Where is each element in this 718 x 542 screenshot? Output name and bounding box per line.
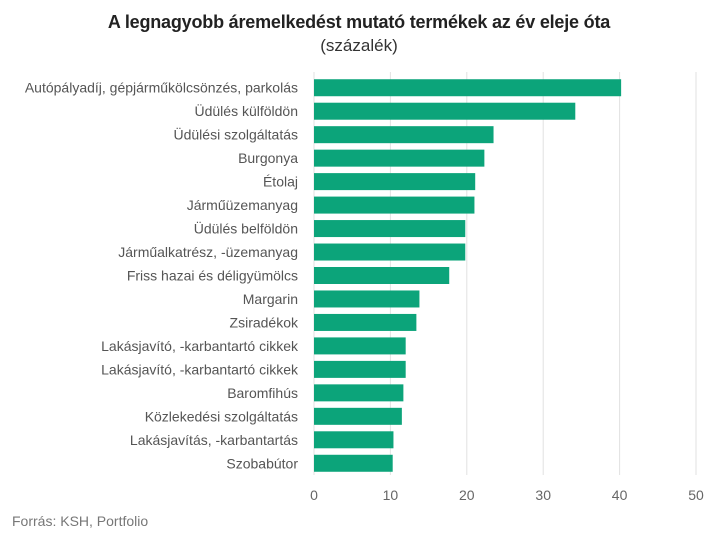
category-label: Burgonya [238,150,298,166]
category-label: Zsiradékok [230,314,299,330]
bar [314,290,420,308]
category-label: Margarin [243,291,298,307]
x-tick-label: 40 [612,487,628,503]
x-tick-label: 50 [688,487,704,503]
category-label: Baromfihús [227,385,298,401]
bar [314,431,394,449]
x-axis-ticks: 0 10 20 30 40 50 [310,487,704,503]
bar [314,313,417,331]
category-label: Lakásjavító, -karbantartó cikkek [101,338,299,354]
bar [314,267,450,284]
bar [314,360,406,378]
bar [314,149,485,167]
bar [314,220,466,238]
bar [314,173,476,191]
chart-title: A legnagyobb áremelkedést mutató terméke… [107,12,611,32]
category-label: Lakásjavítás, -karbantartás [130,432,298,448]
bar [314,126,494,144]
bar [314,384,404,402]
category-label: Lakásjavító, -karbantartó cikkek [101,361,299,377]
x-tick-label: 20 [459,487,475,503]
x-tick-label: 10 [383,487,399,503]
category-label: Üdülés belföldön [194,220,298,237]
x-tick-label: 0 [310,487,318,503]
source-note: Forrás: KSH, Portfolio [12,513,149,529]
bar [314,243,466,261]
category-label: Étolaj [263,174,298,190]
bar [314,79,622,97]
bar [314,102,576,120]
category-label: Üdülés külföldön [194,102,298,119]
category-label: Friss hazai és déligyümölcs [127,268,298,284]
category-label: Üdülési szolgáltatás [173,126,298,143]
bar [314,454,393,472]
bar [314,337,406,355]
bar [314,196,475,214]
category-labels: Autópályadíj, gépjárműkölcsönzés, parkol… [25,80,299,472]
x-tick-label: 30 [535,487,551,503]
chart-subtitle: (százalék) [320,36,398,55]
category-label: Járműüzemanyag [187,197,298,213]
category-label: Járműalkatrész, -üzemanyag [118,244,298,260]
bar [314,407,402,425]
category-label: Közlekedési szolgáltatás [145,408,298,424]
category-label: Szobabútor [226,455,298,471]
category-label: Autópályadíj, gépjárműkölcsönzés, parkol… [25,80,298,96]
bars [314,79,622,472]
